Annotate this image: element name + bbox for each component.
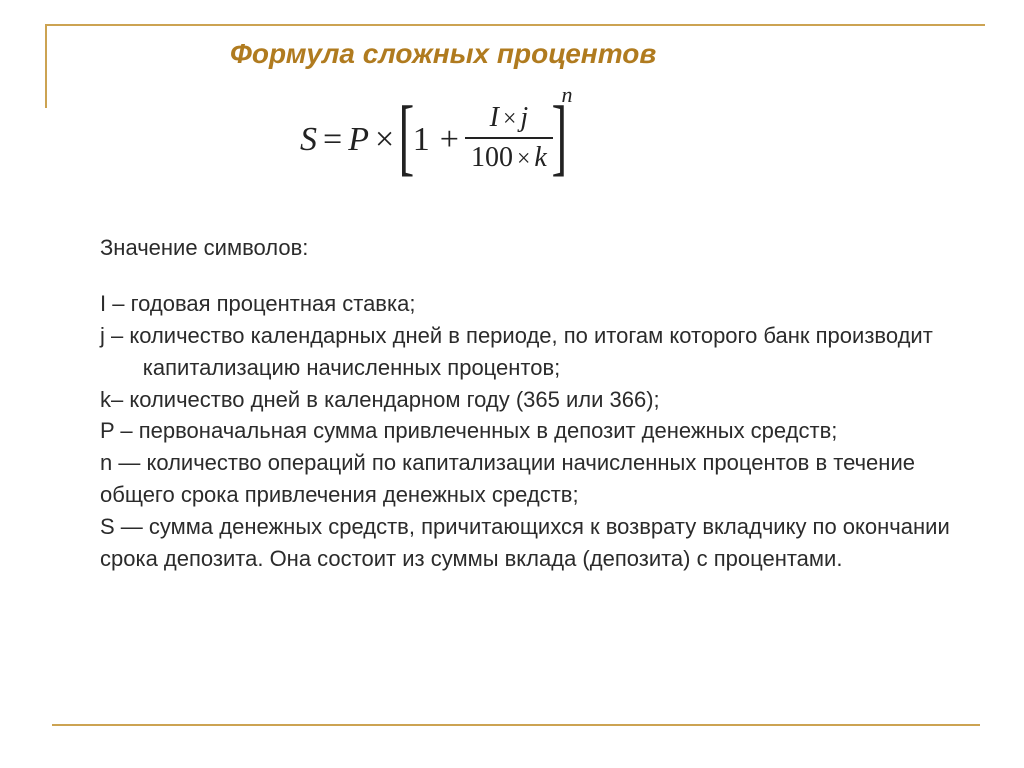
formula-den-k: k (534, 142, 546, 173)
slide: Формула сложных процентов S = P × [ 1 + … (0, 0, 1024, 768)
legend-P: P – первоначальная сумма привлеченных в … (100, 415, 980, 447)
formula-den-times: × (513, 146, 534, 172)
formula-power: n (561, 82, 572, 108)
formula-num-I: I (490, 102, 499, 133)
formula: S = P × [ 1 + I×j 100×k ] n (300, 104, 576, 176)
legend-j: j – количество календарных дней в период… (100, 320, 980, 384)
legend-S: S — сумма денежных средств, причитающихс… (100, 511, 980, 575)
legend-k: k– количество дней в календарном году (3… (100, 384, 980, 416)
legend: Значение символов: I – годовая процентна… (100, 232, 980, 575)
formula-num-j: j (520, 102, 528, 133)
formula-den-100: 100 (471, 142, 513, 173)
formula-S: S (300, 121, 317, 159)
accent-rule-bottom (52, 724, 980, 726)
formula-plus: + (434, 121, 465, 159)
formula-rbracket: ] (551, 103, 567, 169)
formula-num-times: × (499, 106, 520, 132)
formula-eq: = (317, 121, 348, 159)
formula-lbracket: [ (399, 103, 415, 169)
formula-fraction: I×j 100×k (465, 102, 553, 174)
legend-lead: Значение символов: (100, 232, 980, 264)
formula-times1: × (369, 121, 400, 159)
formula-one: 1 (413, 121, 434, 159)
legend-I: I – годовая процентная ставка; (100, 288, 980, 320)
accent-rule-left (45, 24, 47, 108)
formula-P: P (348, 121, 369, 159)
legend-n: n — количество операций по капитализации… (100, 447, 980, 511)
slide-title: Формула сложных процентов (230, 38, 656, 70)
formula-fraction-bar (465, 137, 553, 139)
accent-rule-top (45, 24, 985, 26)
